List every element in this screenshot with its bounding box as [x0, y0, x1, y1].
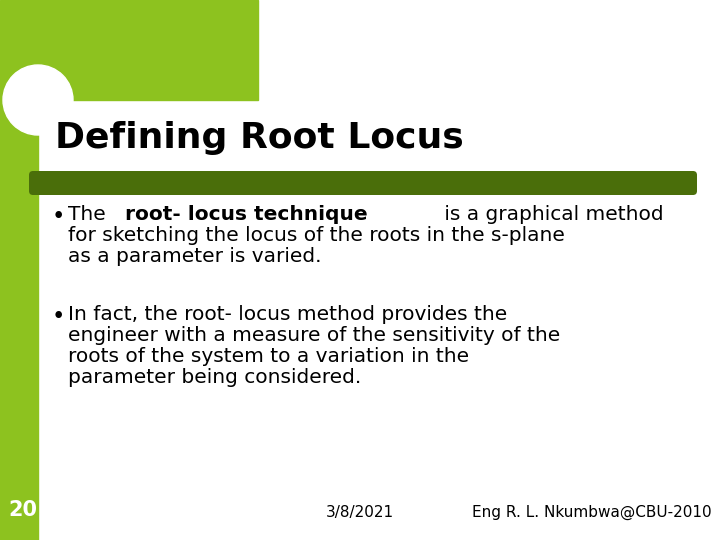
Text: Eng R. L. Nkumbwa@CBU-2010: Eng R. L. Nkumbwa@CBU-2010: [472, 505, 712, 520]
Text: Defining Root Locus: Defining Root Locus: [55, 121, 464, 155]
Text: 3/8/2021: 3/8/2021: [326, 505, 394, 520]
Text: 20: 20: [8, 500, 37, 520]
Text: roots of the system to a variation in the: roots of the system to a variation in th…: [68, 347, 469, 366]
Text: •: •: [52, 305, 66, 328]
Circle shape: [3, 65, 73, 135]
Text: In fact, the root- locus method provides the: In fact, the root- locus method provides…: [68, 305, 508, 324]
Text: The: The: [68, 205, 112, 224]
Text: •: •: [52, 205, 66, 228]
Text: as a parameter is varied.: as a parameter is varied.: [68, 247, 322, 266]
Text: is a graphical method: is a graphical method: [438, 205, 664, 224]
Bar: [0, 0, 38, 540]
Bar: [38, 0, 258, 100]
Text: engineer with a measure of the sensitivity of the: engineer with a measure of the sensitivi…: [68, 326, 560, 345]
Text: root- locus technique: root- locus technique: [125, 205, 368, 224]
Text: parameter being considered.: parameter being considered.: [68, 368, 361, 387]
FancyBboxPatch shape: [29, 171, 697, 195]
Text: for sketching the locus of the roots in the s-plane: for sketching the locus of the roots in …: [68, 226, 565, 245]
